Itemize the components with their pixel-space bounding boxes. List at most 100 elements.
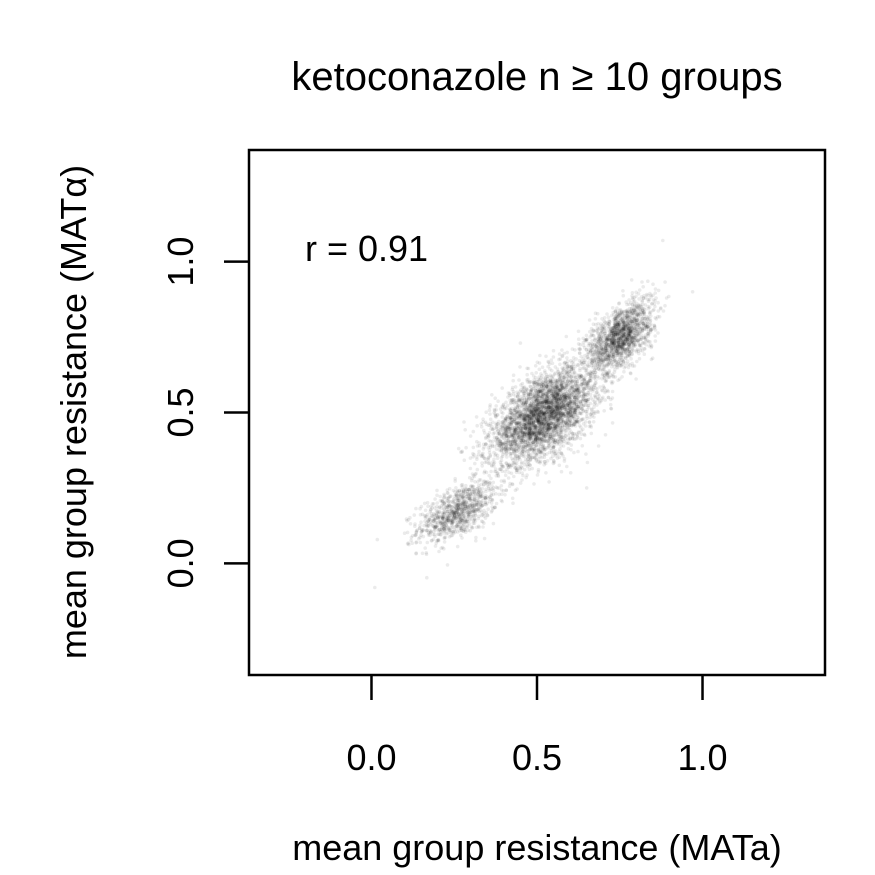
data-point [558, 411, 562, 415]
data-point [531, 440, 536, 445]
data-point [473, 507, 477, 512]
data-point [519, 409, 524, 414]
data-point [524, 432, 529, 437]
data-point [427, 517, 432, 522]
data-point [558, 357, 563, 361]
data-point [544, 415, 549, 420]
data-point [491, 420, 495, 425]
data-point [444, 518, 449, 522]
data-point [456, 496, 461, 501]
data-point [445, 525, 450, 529]
data-point [478, 495, 483, 499]
data-point [450, 520, 455, 524]
data-point [444, 527, 448, 531]
data-point [570, 347, 575, 351]
data-point [535, 436, 540, 441]
data-point [458, 494, 463, 499]
data-point [466, 519, 470, 524]
data-point [551, 439, 555, 444]
data-point [595, 409, 600, 414]
data-point [426, 523, 430, 528]
data-point [521, 430, 525, 435]
data-point [556, 392, 561, 396]
data-point [512, 429, 516, 434]
data-point [513, 440, 517, 444]
data-point [420, 527, 424, 532]
data-point [505, 467, 509, 472]
data-point [479, 519, 484, 523]
data-point [433, 516, 438, 521]
data-point [513, 457, 518, 462]
data-point [561, 412, 566, 417]
data-point [480, 499, 484, 503]
data-point [579, 425, 583, 430]
data-point [516, 392, 521, 397]
data-point [526, 431, 530, 435]
data-point [482, 445, 486, 449]
data-point [551, 444, 555, 449]
data-point [465, 517, 470, 521]
data-point [424, 551, 429, 555]
data-point [520, 389, 524, 394]
data-point [447, 511, 452, 516]
data-point [568, 436, 572, 441]
data-point [519, 395, 523, 399]
data-point [430, 514, 435, 519]
data-point [452, 499, 457, 504]
data-point [555, 405, 559, 409]
data-point [491, 480, 496, 485]
data-point [538, 405, 542, 409]
data-point [560, 383, 564, 387]
data-point [543, 434, 548, 439]
data-point [436, 515, 440, 520]
data-point [516, 395, 520, 400]
data-point [443, 515, 448, 519]
data-point [465, 489, 470, 494]
data-point [564, 419, 569, 423]
data-point [512, 451, 517, 456]
data-point [495, 439, 499, 444]
data-point [465, 515, 470, 520]
data-point [459, 483, 464, 488]
data-point [465, 510, 469, 515]
data-point [501, 402, 506, 407]
data-point [554, 406, 559, 411]
data-point [501, 429, 506, 434]
data-point [533, 439, 537, 443]
data-point [472, 488, 477, 492]
data-point [488, 405, 492, 409]
data-point [527, 467, 532, 472]
data-point [483, 420, 488, 425]
data-point [456, 517, 461, 522]
data-point [575, 380, 580, 384]
data-point [428, 530, 433, 535]
data-point [459, 510, 464, 515]
data-point [455, 490, 460, 494]
data-point [551, 408, 556, 412]
data-point [592, 375, 597, 379]
data-point [434, 516, 438, 521]
data-point [536, 406, 541, 411]
data-point [482, 482, 486, 487]
data-point [442, 535, 447, 539]
data-point [546, 418, 551, 422]
data-point [460, 524, 465, 528]
data-point [493, 505, 497, 510]
data-point [578, 399, 583, 403]
data-point [455, 507, 459, 512]
data-point [543, 397, 548, 402]
data-point [452, 509, 456, 514]
data-point [575, 402, 579, 407]
data-point [551, 386, 556, 391]
data-point [487, 451, 492, 455]
data-point [585, 412, 589, 416]
data-point [530, 371, 534, 376]
data-point [593, 360, 597, 365]
data-point [533, 409, 537, 414]
data-point [576, 415, 580, 420]
data-point [574, 393, 579, 398]
data-point [576, 387, 580, 392]
data-point [526, 414, 530, 418]
data-point [534, 412, 539, 416]
data-point [560, 398, 564, 403]
